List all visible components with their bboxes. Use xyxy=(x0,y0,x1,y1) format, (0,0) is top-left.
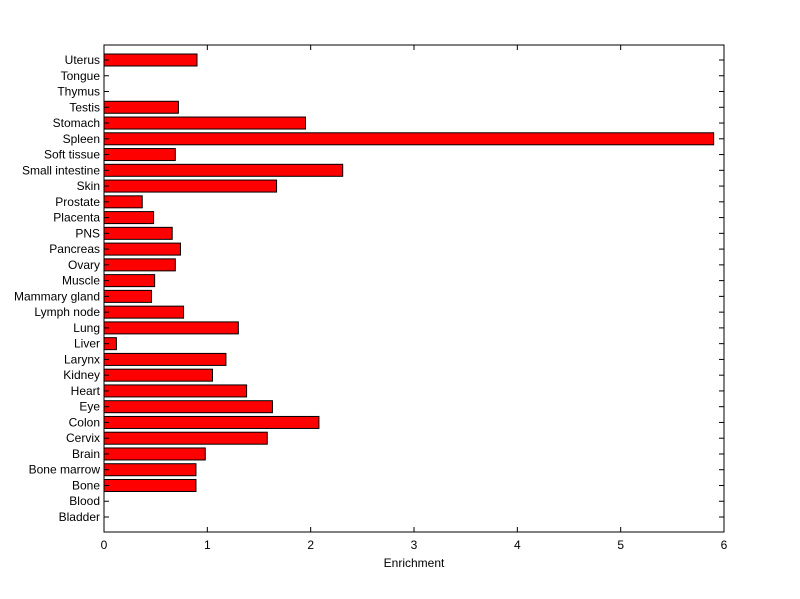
bar-lymph-node xyxy=(103,305,185,319)
y-tick-label-cervix: Cervix xyxy=(66,431,100,445)
bar-lung xyxy=(103,321,239,335)
bar-pns xyxy=(103,226,173,240)
y-tick-label-mammary-gland: Mammary gland xyxy=(14,289,100,303)
bar-spleen xyxy=(103,132,715,146)
y-tick-label-small-intestine: Small intestine xyxy=(22,163,100,177)
y-tick-label-bone-marrow: Bone marrow xyxy=(29,463,101,477)
y-tick-label-uterus: Uterus xyxy=(65,53,100,67)
y-tick-label-thymus: Thymus xyxy=(57,85,100,99)
bar-larynx xyxy=(103,352,227,366)
y-tick-label-bladder: Bladder xyxy=(59,510,100,524)
y-tick-label-colon: Colon xyxy=(69,415,100,429)
y-tick-label-testis: Testis xyxy=(69,100,100,114)
x-tick-label-6: 6 xyxy=(721,538,728,552)
y-tick-label-soft-tissue: Soft tissue xyxy=(44,148,100,162)
y-tick-label-eye: Eye xyxy=(79,400,100,414)
y-tick-label-ovary: Ovary xyxy=(68,258,100,272)
y-tick-label-lymph-node: Lymph node xyxy=(34,305,100,319)
y-tick-label-muscle: Muscle xyxy=(62,274,100,288)
bar-skin xyxy=(103,179,278,193)
bar-prostate xyxy=(103,195,143,209)
bar-brain xyxy=(103,447,206,461)
x-tick-label-5: 5 xyxy=(617,538,624,552)
bar-placenta xyxy=(103,211,155,225)
y-tick-label-tongue: Tongue xyxy=(61,69,101,83)
bar-cervix xyxy=(103,431,268,445)
bar-uterus xyxy=(103,53,198,67)
y-tick-label-spleen: Spleen xyxy=(63,132,100,146)
x-ticks-group: 0 1 2 3 4 5 6 xyxy=(101,45,728,552)
x-tick-label-0: 0 xyxy=(101,538,108,552)
plot-frame xyxy=(103,44,725,533)
y-tick-label-stomach: Stomach xyxy=(53,116,100,130)
bar-small-intestine xyxy=(103,163,344,177)
bar-bone-marrow xyxy=(103,463,197,477)
bar-ovary xyxy=(103,258,176,272)
y-tick-label-kidney: Kidney xyxy=(63,368,100,382)
x-tick-label-2: 2 xyxy=(307,538,314,552)
bar-bone xyxy=(103,478,197,492)
bar-soft-tissue xyxy=(103,148,176,162)
bar-colon xyxy=(103,415,320,429)
y-tick-label-skin: Skin xyxy=(77,179,100,193)
y-tick-label-bone: Bone xyxy=(72,478,100,492)
bar-stomach xyxy=(103,116,306,130)
bar-testis xyxy=(103,100,179,114)
y-tick-label-pns: PNS xyxy=(75,226,100,240)
bar-heart xyxy=(103,384,248,398)
y-tick-label-brain: Brain xyxy=(72,447,100,461)
y-tick-label-liver: Liver xyxy=(74,337,100,351)
bar-mammary-gland xyxy=(103,289,153,303)
bar-muscle xyxy=(103,274,156,288)
y-tick-label-prostate: Prostate xyxy=(55,195,100,209)
x-tick-label-1: 1 xyxy=(204,538,211,552)
x-tick-label-4: 4 xyxy=(514,538,521,552)
bar-kidney xyxy=(103,368,213,382)
bar-eye xyxy=(103,400,273,414)
y-tick-label-pancreas: Pancreas xyxy=(49,242,100,256)
y-tick-label-larynx: Larynx xyxy=(64,352,100,366)
y-tick-label-blood: Blood xyxy=(69,494,100,508)
y-tick-label-heart: Heart xyxy=(71,384,101,398)
x-tick-label-3: 3 xyxy=(411,538,418,552)
y-tick-label-lung: Lung xyxy=(73,321,100,335)
bar-pancreas xyxy=(103,242,181,256)
y-tick-label-placenta: Placenta xyxy=(53,211,100,225)
x-axis-label: Enrichment xyxy=(384,556,445,570)
